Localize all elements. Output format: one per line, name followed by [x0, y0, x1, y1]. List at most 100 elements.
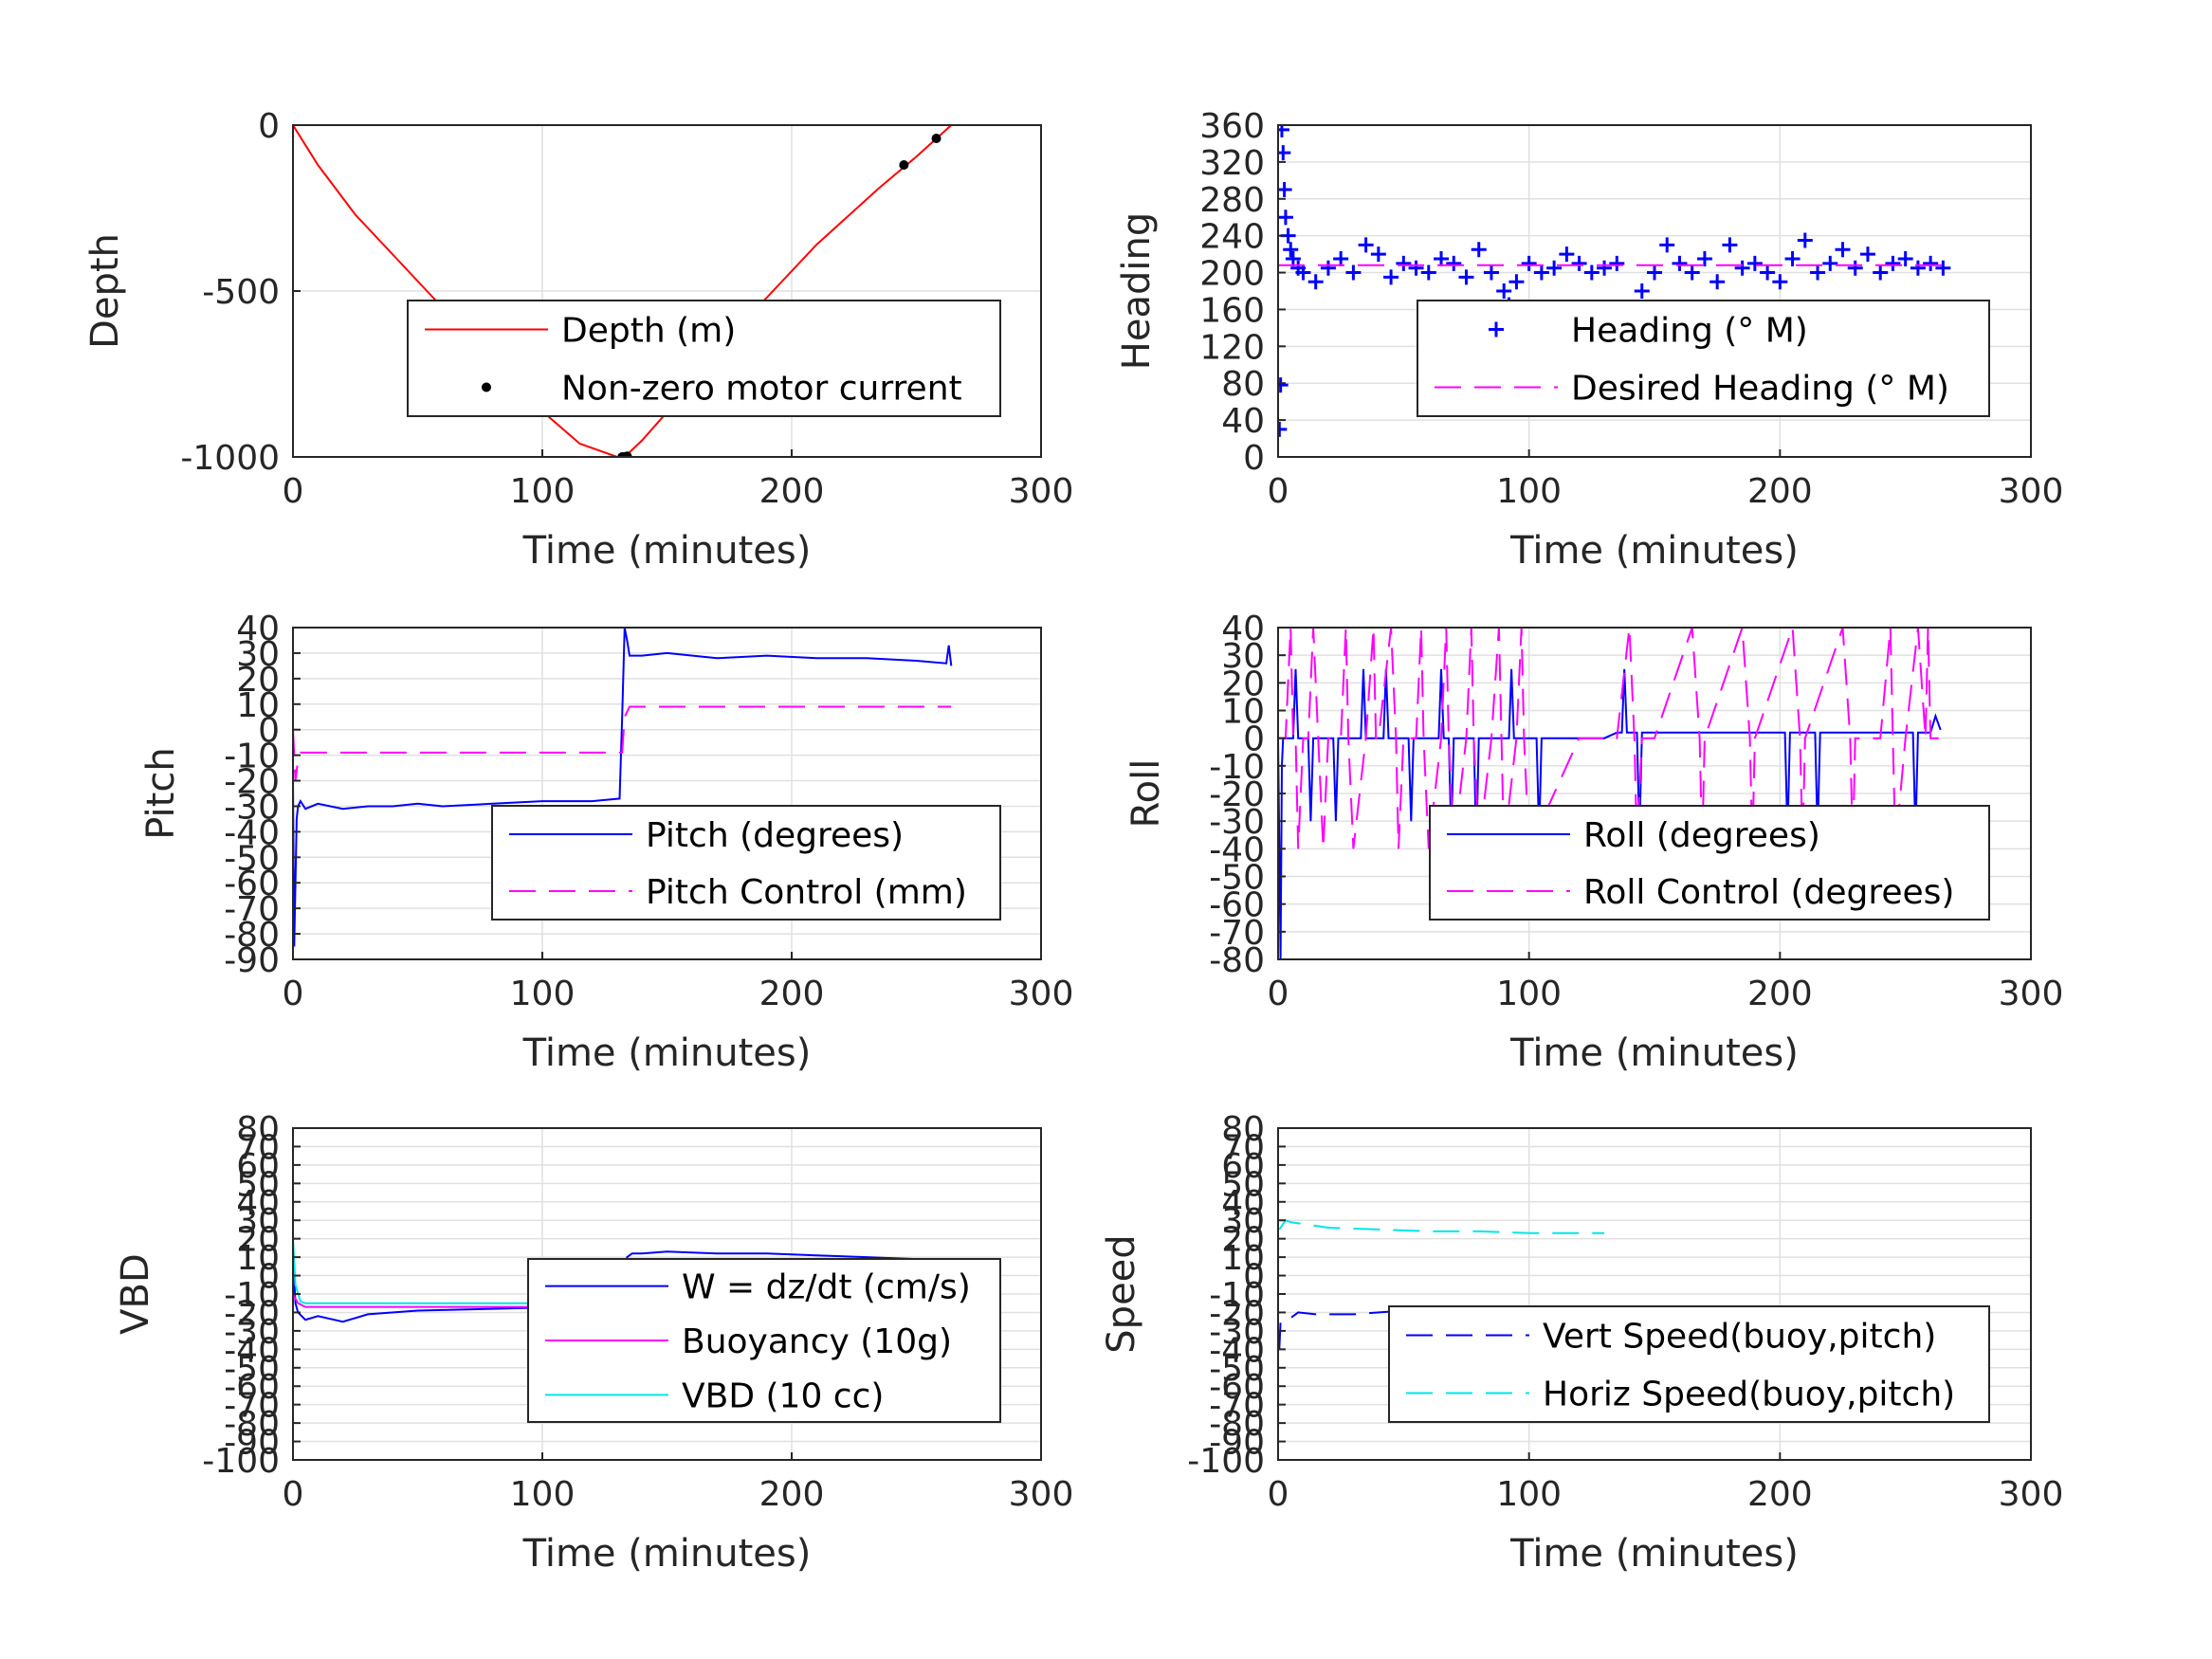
data-point [1358, 237, 1374, 253]
legend: W = dz/dt (cm/s) Buoyancy (10g) VBD (10 cc… [527, 1258, 1001, 1423]
y-tick-label: -100 [1187, 1442, 1265, 1481]
y-tick-label: 80 [236, 1110, 280, 1149]
data-point [1859, 246, 1875, 263]
x-tick-label: 200 [1747, 472, 1813, 511]
y-tick-label: 10 [236, 686, 280, 725]
data-layer [1278, 628, 1942, 959]
data-point [1278, 377, 1289, 393]
y-tick-label: 20 [1221, 665, 1265, 703]
data-point [1420, 264, 1436, 281]
y-tick-label: -50 [224, 839, 280, 878]
data-point [1446, 255, 1462, 271]
data-point [1458, 269, 1474, 285]
y-tick-label: 80 [1221, 1110, 1265, 1149]
legend-label: Roll (degrees) [1583, 816, 1820, 855]
y-tick-label: -90 [224, 941, 280, 980]
y-tick-label: 20 [236, 1221, 280, 1260]
y-tick-label: -10 [1209, 1276, 1265, 1315]
y-tick-label: 40 [1221, 402, 1265, 441]
y-tick-label: 0 [1243, 1258, 1265, 1297]
y-tick-label: 70 [236, 1128, 280, 1167]
y-tick-label: -50 [224, 1350, 280, 1389]
y-axis-label: Roll [1124, 759, 1168, 829]
data-point [1910, 260, 1926, 276]
data-point [1370, 246, 1386, 263]
data-point [1784, 250, 1801, 266]
data-point [899, 160, 909, 170]
data-point [1295, 264, 1311, 281]
y-tick-label: -60 [224, 1368, 280, 1407]
y-tick-label: -40 [224, 1331, 280, 1370]
chart-panel-3: 0 100 200 300403020100-10-20-30-40-50-60-70… [139, 610, 1073, 1075]
x-tick-label: 0 [283, 472, 304, 511]
x-tick-label: 300 [1999, 975, 2064, 1013]
data-point [1559, 246, 1575, 263]
y-tick-label: -60 [224, 865, 280, 903]
data-point [1935, 260, 1951, 276]
x-tick-label: 100 [510, 1475, 576, 1514]
x-axis-label: Time (minutes) [522, 529, 812, 573]
data-point [1434, 250, 1450, 266]
data-point [1278, 421, 1288, 437]
legend-box [1388, 1305, 1990, 1423]
data-point [1383, 269, 1399, 285]
chart-panel-6: 0 100 200 30080706050403020100-10-20-30-40-… [1100, 1110, 2063, 1576]
x-axis-label: Time (minutes) [522, 1031, 812, 1075]
y-tick-label: 0 [258, 107, 280, 146]
y-tick-label: -40 [224, 813, 280, 852]
x-tick-label: 300 [1009, 975, 1074, 1013]
chart-panel-2: 0 100 200 30004080120160200240280320360Time… [1115, 107, 2063, 573]
y-tick-label: 60 [1221, 1147, 1265, 1186]
x-tick-label: 200 [759, 472, 825, 511]
y-tick-label: -80 [224, 1405, 280, 1444]
y-tick-label: 50 [1221, 1165, 1265, 1204]
legend: Heading (° M) Desired Heading (° M) [1417, 300, 1990, 417]
x-tick-label: 300 [1009, 1475, 1074, 1514]
data-point [1583, 264, 1600, 281]
y-tick-label: -500 [202, 273, 280, 312]
axes-box [1277, 124, 2032, 458]
y-tick-label: -30 [1209, 1313, 1265, 1352]
y-tick-label: 200 [1199, 255, 1265, 294]
data-point [622, 451, 632, 457]
y-tick-label: -70 [224, 890, 280, 929]
y-tick-label: -50 [1209, 859, 1265, 898]
legend-box [491, 805, 1001, 921]
y-tick-label: 30 [236, 1202, 280, 1241]
data-point [1533, 264, 1549, 281]
y-axis-label: VBD [114, 1253, 157, 1335]
legend-label: Roll Control (degrees) [1583, 873, 1954, 912]
legend-label: Desired Heading (° M) [1571, 370, 1949, 409]
x-tick-label: 300 [1999, 472, 2064, 511]
y-tick-label: -50 [1209, 1350, 1265, 1389]
data-point [1278, 182, 1292, 198]
y-tick-label: 280 [1199, 181, 1265, 220]
data-point [931, 134, 941, 143]
y-tick-label: -40 [1209, 1331, 1265, 1370]
data-point [1278, 210, 1293, 226]
y-tick-label: 20 [236, 661, 280, 700]
legend-label: VBD (10 cc) [682, 1376, 884, 1415]
y-tick-label: 10 [1221, 693, 1265, 732]
y-tick-label: -60 [1209, 1368, 1265, 1407]
x-axis-label: Time (minutes) [1509, 1532, 1799, 1576]
legend: Depth (m) Non-zero motor current [407, 300, 1001, 417]
x-tick-label: 200 [1747, 975, 1813, 1013]
data-point [1496, 283, 1512, 299]
y-tick-label: 40 [1221, 610, 1265, 648]
legend: Roll (degrees) Roll Control (degrees) [1429, 805, 1990, 921]
data-point [1772, 274, 1788, 290]
y-tick-label: -100 [202, 1442, 280, 1481]
data-point [1659, 237, 1675, 253]
x-tick-label: 100 [510, 975, 576, 1013]
legend-label: Pitch Control (mm) [646, 873, 967, 912]
data-point [1835, 242, 1851, 258]
y-tick-label: -10 [224, 1276, 280, 1315]
data-point [1634, 283, 1650, 299]
y-tick-label: -20 [224, 763, 280, 802]
legend-label: Buoyancy (10g) [682, 1322, 952, 1361]
data-point [1333, 250, 1349, 266]
y-tick-label: 320 [1199, 144, 1265, 183]
x-tick-label: 0 [283, 1475, 304, 1514]
